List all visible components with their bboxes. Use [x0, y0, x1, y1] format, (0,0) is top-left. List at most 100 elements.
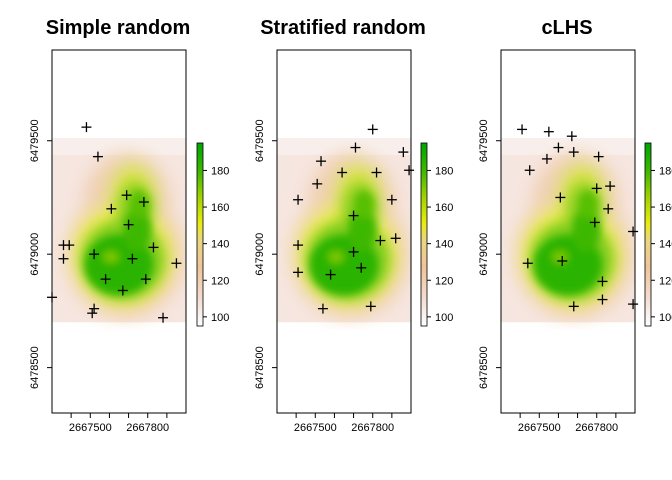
sample-point-marker	[64, 240, 75, 251]
sample-point-marker	[522, 258, 533, 269]
sample-point-marker	[148, 242, 159, 253]
colorbar-tick-label: 120	[659, 275, 672, 287]
colorbar-tick-label: 120	[211, 275, 229, 287]
x-axis: 2667500 2667800	[294, 413, 394, 434]
colorbar: 100 120 140 160 180	[196, 142, 229, 327]
sample-points-overlay	[517, 124, 639, 312]
sample-point-marker	[566, 131, 577, 142]
colorbar-tick-label: 140	[435, 239, 453, 251]
sample-point-marker	[138, 197, 149, 208]
raster-map	[501, 138, 635, 323]
x-tick-label: 2667800	[575, 422, 618, 434]
sample-point-marker	[92, 151, 103, 162]
sample-point-marker	[386, 194, 397, 205]
x-tick-label: 2667500	[294, 422, 337, 434]
sample-point-marker	[158, 312, 169, 323]
x-axis: 2667500 2667800	[69, 413, 169, 434]
sample-point-marker	[171, 258, 182, 269]
colorbar-tick-label: 160	[659, 202, 672, 214]
y-axis: 6478500 6479000 6479500	[478, 119, 501, 389]
plot-frame	[51, 49, 187, 414]
sample-point-marker	[557, 255, 568, 266]
x-tick-label: 2667500	[69, 422, 112, 434]
panel-0: Simple random 2667500 2667800 6478500 647900…	[29, 17, 229, 434]
panel-title: Simple random	[46, 17, 190, 39]
sample-point-marker	[348, 246, 359, 257]
plot-frame	[276, 49, 412, 414]
sample-point-marker	[375, 235, 386, 246]
sample-point-marker	[117, 285, 128, 296]
sample-point-marker	[123, 219, 134, 230]
raster-map	[277, 138, 411, 323]
colorbar-tick-label: 180	[659, 165, 672, 177]
sample-point-marker	[127, 253, 138, 264]
sample-point-marker	[591, 183, 602, 194]
sample-points-overlay	[293, 124, 415, 314]
sample-point-marker	[100, 274, 111, 285]
sample-point-marker	[356, 262, 367, 273]
sample-point-marker	[605, 181, 616, 192]
sample-points-overlay	[47, 122, 182, 323]
x-tick-label: 2667500	[518, 422, 561, 434]
sample-point-marker	[597, 276, 608, 287]
y-axis: 6478500 6479000 6479500	[29, 119, 52, 389]
sample-point-marker	[350, 142, 361, 153]
y-axis: 6478500 6479000 6479500	[254, 119, 277, 389]
y-tick-label: 6479500	[478, 119, 490, 162]
y-tick-label: 6479500	[254, 119, 266, 162]
sample-point-marker	[543, 126, 554, 137]
colorbar-gradient	[196, 142, 204, 327]
sample-point-marker	[367, 124, 378, 135]
sample-point-marker	[589, 217, 600, 228]
colorbar-tick-label: 140	[659, 239, 672, 251]
sample-point-marker	[106, 203, 117, 214]
sample-point-marker	[348, 210, 359, 221]
sample-point-marker	[89, 249, 100, 260]
panel-title: cLHS	[541, 17, 592, 39]
sample-point-marker	[568, 301, 579, 312]
colorbar: 100 120 140 160 180	[420, 142, 453, 327]
sample-point-marker	[87, 308, 98, 319]
sample-point-marker	[47, 292, 57, 303]
y-tick-label: 6478500	[478, 346, 490, 389]
sample-point-marker	[325, 269, 336, 280]
y-tick-label: 6479000	[254, 233, 266, 276]
sample-point-marker	[628, 226, 639, 237]
sample-point-marker	[597, 294, 608, 305]
x-axis: 2667500 2667800	[518, 413, 618, 434]
colorbar-tick-label: 100	[435, 312, 453, 324]
sample-point-marker	[404, 165, 415, 176]
sample-point-marker	[628, 299, 639, 310]
sample-point-marker	[593, 151, 604, 162]
sample-point-marker	[568, 147, 579, 158]
x-tick-label: 2667800	[126, 422, 169, 434]
y-tick-label: 6479000	[478, 233, 490, 276]
panel-title: Stratified random	[260, 17, 426, 39]
sample-point-marker	[293, 194, 304, 205]
sample-point-marker	[312, 178, 323, 189]
x-tick-label: 2667800	[351, 422, 394, 434]
colorbar-gradient	[644, 142, 652, 327]
sample-point-marker	[316, 156, 327, 167]
sample-point-marker	[390, 233, 401, 244]
sample-point-marker	[81, 122, 92, 133]
sample-point-marker	[140, 274, 151, 285]
sample-point-marker	[524, 165, 535, 176]
sample-point-marker	[603, 203, 614, 214]
colorbar-tick-label: 120	[435, 275, 453, 287]
sample-point-marker	[371, 167, 382, 178]
y-tick-label: 6478500	[254, 346, 266, 389]
sample-point-marker	[553, 142, 564, 153]
sample-point-marker	[293, 240, 304, 251]
y-tick-label: 6479000	[29, 233, 41, 276]
panel-2: cLHS 2667500 2667800 6478500 6479000 6479500 1…	[478, 17, 672, 434]
raster-map	[52, 138, 186, 323]
colorbar-gradient	[420, 142, 428, 327]
colorbar-tick-label: 100	[659, 312, 672, 324]
sample-point-marker	[58, 253, 69, 264]
colorbar-tick-label: 160	[435, 202, 453, 214]
y-tick-label: 6479500	[29, 119, 41, 162]
y-tick-label: 6478500	[29, 346, 41, 389]
colorbar-tick-label: 140	[211, 239, 229, 251]
